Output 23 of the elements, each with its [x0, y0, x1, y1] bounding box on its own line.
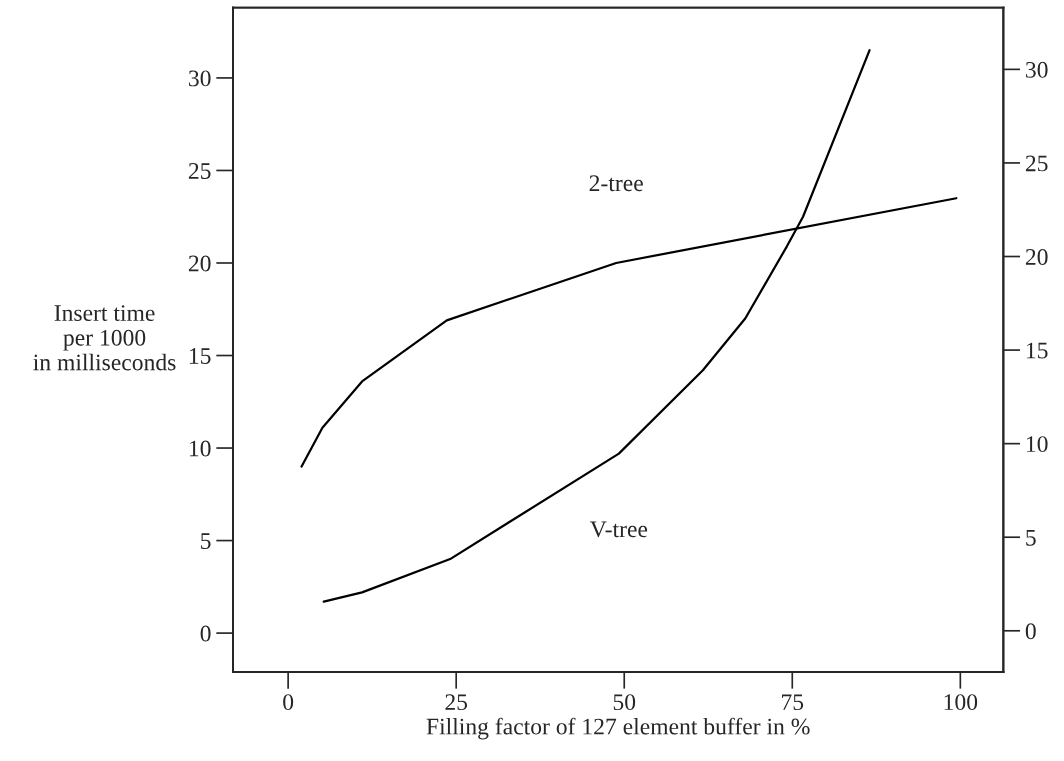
text: 2-tree [589, 175, 643, 192]
y2-tick-label: 10 [1026, 436, 1048, 453]
x-tick-label: 75 [782, 694, 804, 711]
y-tick-label: 20 [188, 255, 211, 272]
y2-tick-label: 25 [1025, 155, 1048, 172]
x-tick-label: 50 [613, 694, 636, 711]
y-tick-label: 0 [200, 625, 211, 642]
y2-tick-label: 0 [1025, 623, 1036, 640]
y-axis-title: Insert time per 1000 in milliseconds [33, 305, 176, 371]
y-tick-label: 15 [189, 348, 211, 364]
y-tick-label: 25 [188, 163, 211, 179]
y2-tick-label: 5 [1026, 529, 1036, 546]
y-tick-label: 30 [189, 70, 211, 87]
x-tick-label: 0 [283, 694, 294, 711]
y-tick-label: 5 [201, 533, 211, 549]
y-tick-label: 10 [189, 440, 211, 457]
y2-tick-label: 30 [1026, 61, 1048, 78]
x-tick-label: 100 [944, 694, 978, 711]
series-label: V-tree [590, 521, 648, 538]
y2-tick-label: 20 [1025, 249, 1048, 265]
y2-tick-label: 15 [1026, 342, 1048, 359]
x-tick-label: 25 [445, 694, 468, 711]
x-axis-title: Filling factor of 127 element buffer in % [426, 717, 810, 740]
